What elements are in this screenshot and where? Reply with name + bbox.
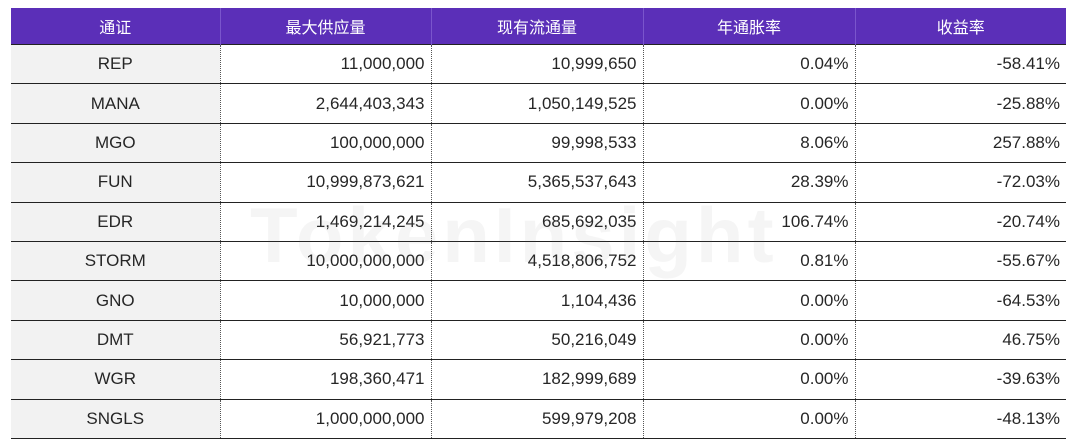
cell-circulating-supply: 1,050,149,525 [430, 83, 643, 124]
cell-inflation: 28.39% [642, 162, 855, 203]
table-row: REP 11,000,000 10,999,650 0.04% -58.41% [11, 43, 1066, 85]
cell-max-supply: 11,000,000 [219, 43, 431, 85]
token-table: 通证 最大供应量 现有流通量 年通胀率 收益率 REP 11,000,000 1… [11, 8, 1066, 439]
cell-circulating-supply: 10,999,650 [430, 43, 643, 85]
cell-inflation: 0.81% [642, 241, 855, 282]
cell-token: MGO [11, 123, 220, 164]
cell-token: FUN [11, 162, 220, 203]
cell-token: GNO [11, 280, 220, 321]
table-row: DMT 56,921,773 50,216,049 0.00% 46.75% [11, 320, 1066, 361]
cell-return: -58.41% [854, 43, 1066, 85]
cell-return: -55.67% [854, 241, 1066, 282]
table-row: STORM 10,000,000,000 4,518,806,752 0.81%… [11, 241, 1066, 282]
cell-max-supply: 198,360,471 [219, 359, 431, 400]
header-max-supply: 最大供应量 [219, 8, 431, 45]
cell-token: WGR [11, 359, 220, 400]
cell-return: -64.53% [854, 280, 1066, 321]
cell-inflation: 0.00% [642, 359, 855, 400]
cell-max-supply: 1,000,000,000 [219, 399, 431, 439]
header-annual-inflation: 年通胀率 [642, 8, 855, 45]
table-row: FUN 10,999,873,621 5,365,537,643 28.39% … [11, 162, 1066, 203]
table-row: GNO 10,000,000 1,104,436 0.00% -64.53% [11, 280, 1066, 321]
cell-inflation: 0.00% [642, 83, 855, 124]
table-header: 通证 最大供应量 现有流通量 年通胀率 收益率 [11, 8, 1066, 45]
header-return-rate: 收益率 [854, 8, 1066, 45]
cell-max-supply: 1,469,214,245 [219, 202, 431, 242]
table-row: MGO 100,000,000 99,998,533 8.06% 257.88% [11, 123, 1066, 164]
table-row: EDR 1,469,214,245 685,692,035 106.74% -2… [11, 202, 1066, 242]
cell-max-supply: 100,000,000 [219, 123, 431, 164]
cell-max-supply: 10,999,873,621 [219, 162, 431, 203]
header-token: 通证 [11, 8, 220, 45]
header-row: 通证 最大供应量 现有流通量 年通胀率 收益率 [11, 8, 1066, 45]
cell-circulating-supply: 1,104,436 [430, 280, 643, 321]
cell-token: DMT [11, 320, 220, 361]
cell-inflation: 0.04% [642, 43, 855, 85]
cell-inflation: 0.00% [642, 399, 855, 439]
header-circulating-supply: 现有流通量 [430, 8, 643, 45]
cell-circulating-supply: 599,979,208 [430, 399, 643, 439]
cell-max-supply: 2,644,403,343 [219, 83, 431, 124]
cell-return: 46.75% [854, 320, 1066, 361]
table-row: SNGLS 1,000,000,000 599,979,208 0.00% -4… [11, 399, 1066, 439]
table-row: MANA 2,644,403,343 1,050,149,525 0.00% -… [11, 83, 1066, 124]
cell-return: -25.88% [854, 83, 1066, 124]
table-body: REP 11,000,000 10,999,650 0.04% -58.41% … [11, 43, 1066, 439]
table-row: WGR 198,360,471 182,999,689 0.00% -39.63… [11, 359, 1066, 400]
cell-max-supply: 10,000,000,000 [219, 241, 431, 282]
cell-circulating-supply: 182,999,689 [430, 359, 643, 400]
cell-circulating-supply: 5,365,537,643 [430, 162, 643, 203]
cell-return: 257.88% [854, 123, 1066, 164]
cell-inflation: 106.74% [642, 202, 855, 242]
cell-circulating-supply: 50,216,049 [430, 320, 643, 361]
cell-return: -72.03% [854, 162, 1066, 203]
cell-inflation: 8.06% [642, 123, 855, 164]
cell-token: REP [11, 43, 220, 85]
cell-max-supply: 56,921,773 [219, 320, 431, 361]
cell-return: -20.74% [854, 202, 1066, 242]
cell-inflation: 0.00% [642, 280, 855, 321]
cell-token: EDR [11, 202, 220, 242]
cell-max-supply: 10,000,000 [219, 280, 431, 321]
cell-inflation: 0.00% [642, 320, 855, 361]
cell-token: STORM [11, 241, 220, 282]
cell-return: -48.13% [854, 399, 1066, 439]
cell-circulating-supply: 99,998,533 [430, 123, 643, 164]
cell-circulating-supply: 685,692,035 [430, 202, 643, 242]
cell-circulating-supply: 4,518,806,752 [430, 241, 643, 282]
cell-token: SNGLS [11, 399, 220, 439]
cell-return: -39.63% [854, 359, 1066, 400]
cell-token: MANA [11, 83, 220, 124]
